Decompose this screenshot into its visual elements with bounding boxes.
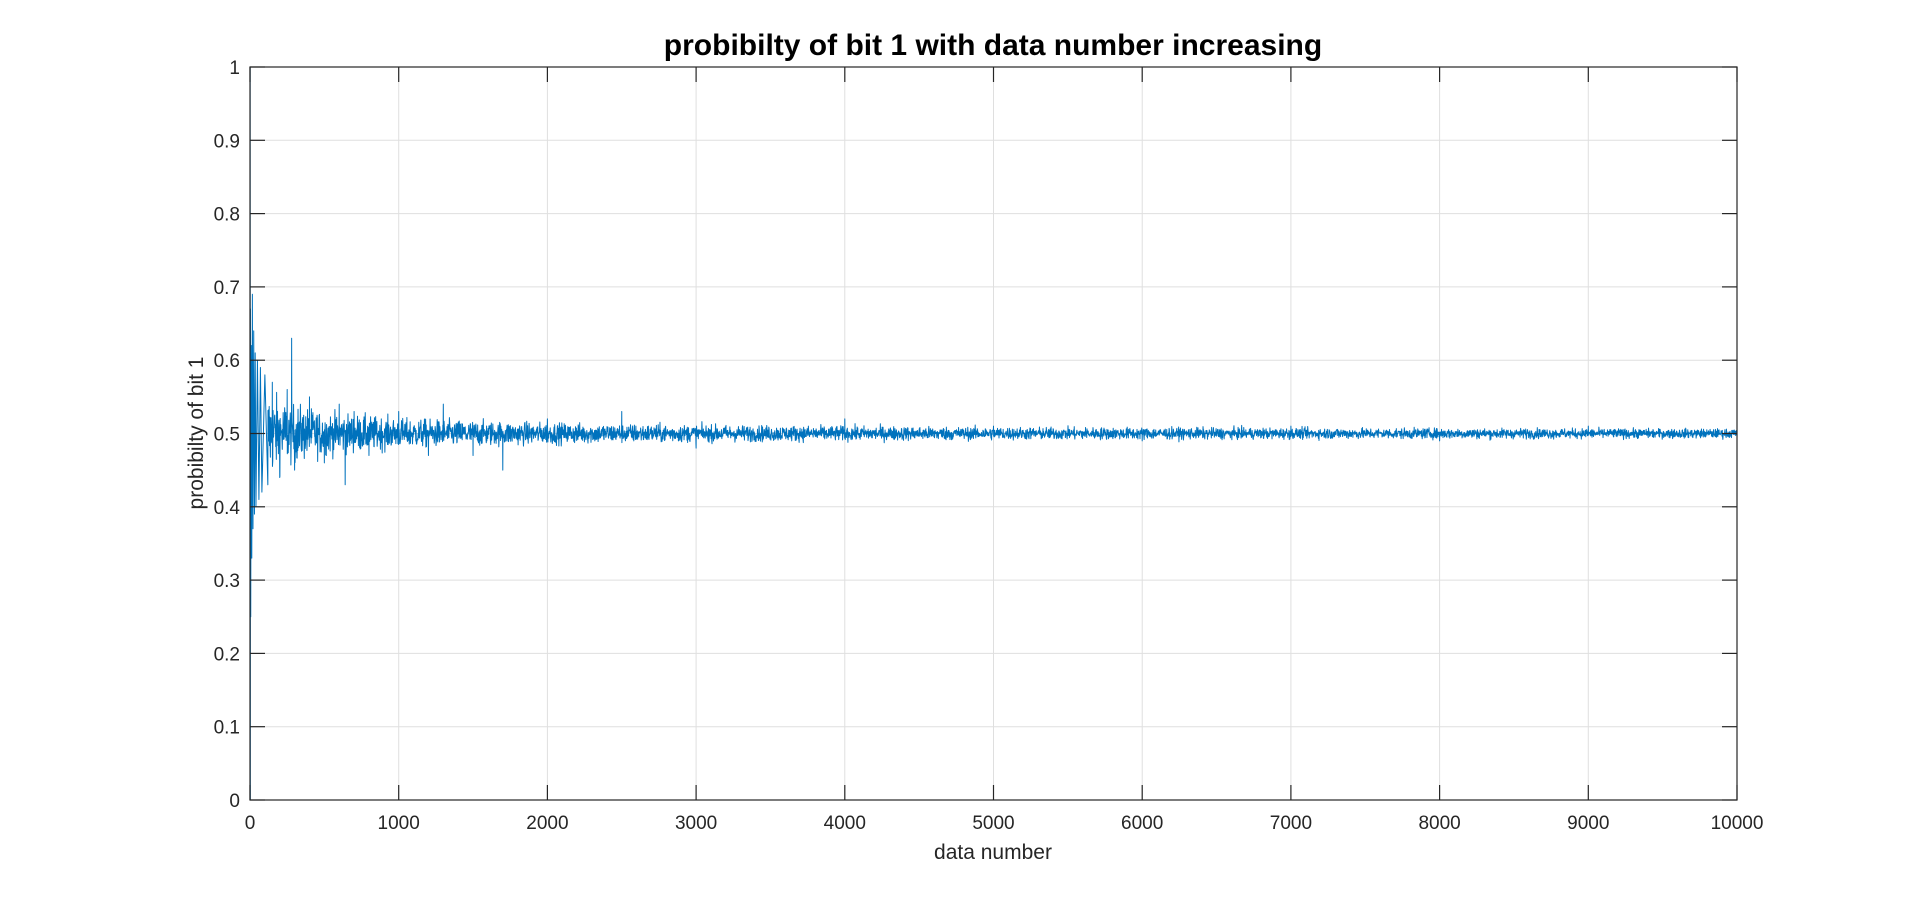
x-tick-label: 0 — [245, 813, 256, 834]
y-tick-label: 0.6 — [214, 351, 240, 372]
y-tick-label: 0.8 — [214, 205, 240, 226]
x-tick-label: 9000 — [1567, 813, 1609, 834]
axis-ticks — [249, 66, 1738, 801]
y-tick-label: 0.5 — [214, 425, 240, 446]
y-tick-label: 0.9 — [214, 131, 240, 152]
series-line — [249, 66, 1738, 801]
x-tick-label: 6000 — [1121, 813, 1163, 834]
y-tick-label: 0.1 — [214, 718, 240, 739]
x-tick-label: 8000 — [1418, 813, 1460, 834]
y-axis-label: probibilty of bit 1 — [185, 357, 208, 510]
y-tick-label: 0.7 — [214, 278, 240, 299]
y-tick-label: 0.4 — [214, 498, 241, 519]
x-tick-label: 2000 — [526, 813, 568, 834]
y-tick-label: 0.3 — [214, 571, 240, 592]
x-tick-label: 5000 — [972, 813, 1014, 834]
x-tick-label: 7000 — [1270, 813, 1312, 834]
chart-title: probibilty of bit 1 with data number inc… — [664, 29, 1322, 62]
data-series — [249, 66, 1738, 801]
x-axis-label: data number — [934, 841, 1052, 864]
x-tick-label: 3000 — [675, 813, 717, 834]
y-tick-labels: 0 0.1 0.2 0.3 0.4 0.5 0.6 0.7 0.8 0.9 1 — [214, 58, 241, 812]
x-tick-label: 1000 — [378, 813, 420, 834]
y-tick-label: 0 — [229, 791, 240, 812]
x-tick-label: 4000 — [824, 813, 866, 834]
x-tick-labels: 0 1000 2000 3000 4000 5000 6000 7000 8000 9000 100… — [245, 813, 1764, 834]
x-tick-label: 10000 — [1711, 813, 1764, 834]
y-tick-label: 0.2 — [214, 644, 240, 665]
y-tick-label: 1 — [229, 58, 240, 79]
